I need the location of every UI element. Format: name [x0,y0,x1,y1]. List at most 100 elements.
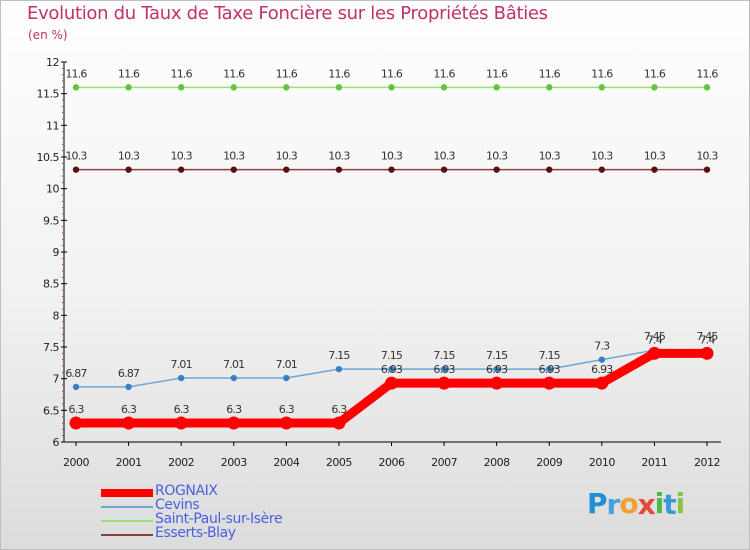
data-point-rognaix [227,416,241,430]
data-label: 10.3 [381,150,403,163]
data-label: 6.3 [121,403,137,416]
legend-swatch [101,534,153,536]
data-point [283,374,290,382]
data-label: 11.6 [118,67,140,80]
data-point-rognaix [385,376,398,390]
data-point-rognaix [700,346,714,360]
data-point [72,84,80,91]
data-label: 10.3 [276,150,298,163]
data-point [72,383,80,391]
x-tick-label: 2008 [484,456,510,469]
x-tick-label: 2007 [431,456,457,469]
data-point-rognaix [647,346,661,360]
y-tick-label: 12 [46,56,59,69]
chart-title: Evolution du Taux de Taxe Foncière sur l… [27,3,548,24]
data-label: 6.87 [118,367,140,380]
legend-swatch [101,506,153,508]
x-tick-label: 2012 [694,456,720,469]
x-tick-label: 2009 [536,456,562,469]
data-label: 7.01 [223,358,244,371]
data-label: 7.15 [539,349,561,362]
data-label: 10.3 [171,150,193,163]
data-label: 7.4 [699,333,715,346]
data-point [440,166,448,173]
data-label: 10.3 [223,150,245,163]
data-label: 11.6 [65,67,87,80]
data-label: 6.3 [331,403,347,416]
data-label: 6.93 [486,363,508,376]
data-label: 7.4 [647,333,663,346]
data-label: 11.6 [171,67,193,80]
data-label: 7.15 [486,349,508,362]
data-label: 10.3 [118,150,140,163]
data-point [440,365,448,373]
x-tick-label: 2005 [326,456,352,469]
x-tick-label: 2002 [168,456,194,469]
data-point [125,166,132,173]
data-label: 10.3 [433,150,455,163]
data-point [651,166,658,173]
data-label: 7.3 [594,340,610,353]
y-tick-label: 8.5 [43,278,59,291]
data-point [440,84,448,91]
data-label: 7.01 [276,358,297,371]
data-point-rognaix [279,416,293,430]
data-label: 6.93 [591,363,613,376]
data-point [230,84,237,91]
data-point [703,166,711,173]
legend-label: Saint-Paul-sur-Isère [155,511,283,527]
data-point [125,383,132,391]
data-point [493,166,500,173]
y-tick-label: 11 [46,119,59,132]
data-point [283,84,290,91]
data-point-rognaix [490,376,504,390]
axes: 6 6.5 7 7.5 8 8.5 9 9.5 10 10.5 11 11.5 12 2000 2001 20… [37,56,721,469]
y-tick-label: 10.5 [37,151,60,164]
x-tick-label: 2004 [273,456,299,469]
data-label: 11.6 [328,67,350,80]
legend-swatch [101,489,153,497]
data-point [388,166,395,173]
data-point [546,166,553,173]
data-label: 7.15 [328,349,350,362]
data-label: 6.3 [174,403,190,416]
series-lines [69,84,714,430]
legend-swatch [101,520,153,522]
data-label: 10.3 [644,150,666,163]
data-label: 10.3 [65,150,87,163]
x-tick-label: 2010 [589,456,615,469]
x-tick-label: 2011 [641,456,667,469]
data-label: 10.3 [591,150,613,163]
data-point [335,365,343,373]
data-label: 10.3 [696,150,718,163]
data-point [598,356,606,363]
data-point-rognaix [122,416,136,430]
data-point [177,166,185,173]
data-label: 6.3 [279,403,295,416]
data-label: 11.6 [381,67,403,80]
data-point-rognaix [174,416,188,430]
data-point [72,166,80,173]
y-tick-label: 8 [53,309,60,322]
data-label: 6.93 [539,363,561,376]
y-tick-label: 6 [53,436,60,449]
y-tick-label: 6.5 [43,404,59,417]
data-label: 7.45 [644,330,666,343]
data-label: 11.6 [276,67,298,80]
y-tick-label: 9.5 [43,214,59,227]
data-label: 10.3 [486,150,508,163]
data-point [125,84,132,91]
y-tick-label: 10 [46,183,59,196]
data-point [493,365,500,373]
data-label: 6.87 [65,367,87,380]
data-point-rognaix [69,416,83,430]
y-tick-label: 7.5 [43,341,59,354]
data-point [177,374,185,382]
data-point [651,84,658,91]
data-point [546,365,553,373]
x-tick-label: 2000 [63,456,89,469]
legend-label: ROGNAIX [155,483,218,499]
data-label: 11.6 [486,67,508,80]
